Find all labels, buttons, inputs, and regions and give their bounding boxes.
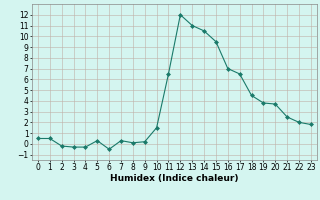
X-axis label: Humidex (Indice chaleur): Humidex (Indice chaleur): [110, 174, 239, 183]
